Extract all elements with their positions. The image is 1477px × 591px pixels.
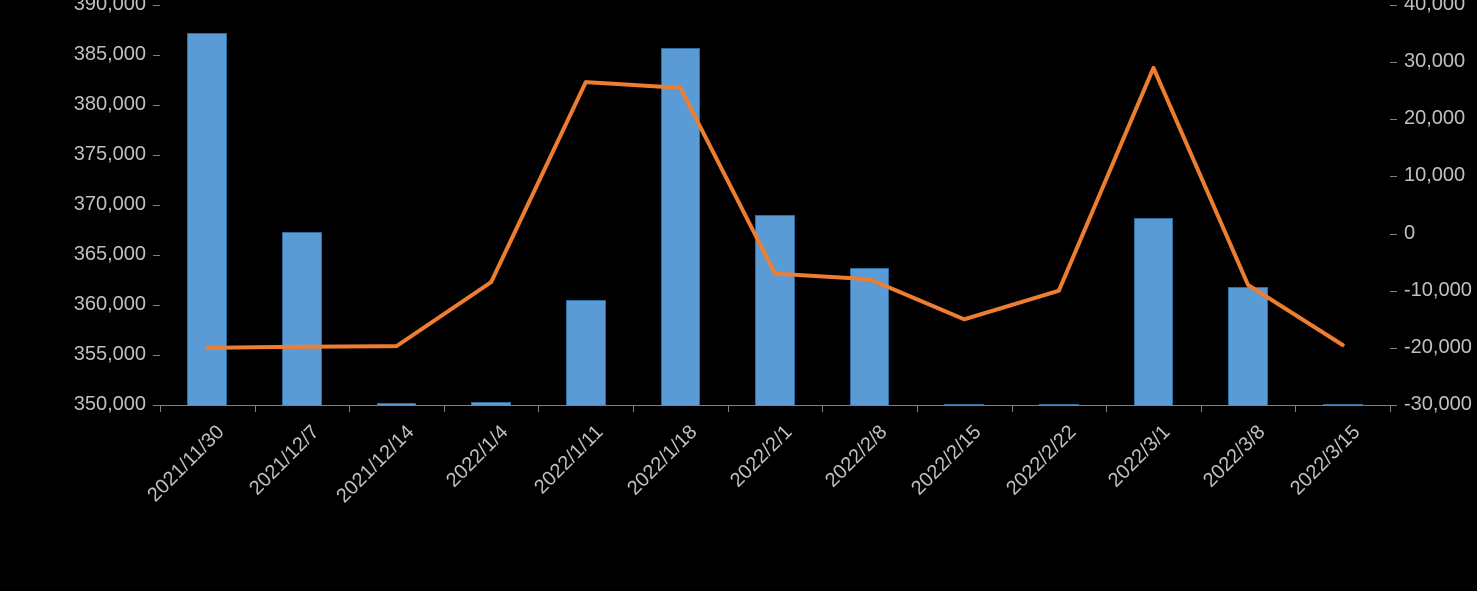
x-tick-mark xyxy=(1201,405,1202,412)
y-left-tick-mark xyxy=(153,355,160,356)
line-layer xyxy=(160,5,1390,405)
y-left-tick-mark xyxy=(153,305,160,306)
y-left-tick-mark xyxy=(153,5,160,6)
x-axis-line xyxy=(160,405,1390,406)
y-left-tick-label: 375,000 xyxy=(74,143,146,166)
y-right-tick-label: 10,000 xyxy=(1404,164,1465,187)
y-left-tick-label: 365,000 xyxy=(74,243,146,266)
x-tick-label: 2022/2/1 xyxy=(726,421,797,492)
x-tick-mark xyxy=(255,405,256,412)
y-left-tick-label: 380,000 xyxy=(74,93,146,116)
y-right-tick-mark xyxy=(1390,348,1397,349)
y-left-tick-mark xyxy=(153,155,160,156)
y-left-tick-mark xyxy=(153,205,160,206)
x-tick-mark xyxy=(444,405,445,412)
y-left-tick-label: 360,000 xyxy=(74,293,146,316)
x-tick-mark xyxy=(1390,405,1391,412)
x-tick-label: 2022/2/15 xyxy=(907,421,986,500)
y-left-tick-mark xyxy=(153,105,160,106)
x-tick-label: 2022/1/11 xyxy=(530,421,608,499)
line-series xyxy=(207,68,1342,348)
x-tick-mark xyxy=(349,405,350,412)
x-tick-label: 2021/12/14 xyxy=(332,421,419,508)
y-right-tick-label: 0 xyxy=(1404,222,1415,245)
x-tick-mark xyxy=(160,405,161,412)
x-tick-label: 2022/3/15 xyxy=(1286,421,1365,500)
combo-chart: 350,000 355,000 360,000 365,000 370,000 375,0… xyxy=(0,0,1477,591)
y-left-tick-mark xyxy=(153,55,160,56)
x-tick-label: 2022/2/8 xyxy=(821,421,892,492)
y-right-tick-label: 40,000 xyxy=(1404,0,1465,16)
y-left-tick-label: 350,000 xyxy=(74,393,146,416)
x-tick-mark xyxy=(538,405,539,412)
x-tick-mark xyxy=(917,405,918,412)
y-right-tick-mark xyxy=(1390,62,1397,63)
x-tick-mark xyxy=(633,405,634,412)
y-right-tick-label: -10,000 xyxy=(1404,279,1472,302)
y-right-tick-mark xyxy=(1390,405,1397,406)
x-tick-label: 2022/1/18 xyxy=(623,421,702,500)
y-right-tick-mark xyxy=(1390,291,1397,292)
x-tick-mark xyxy=(728,405,729,412)
y-right-tick-mark xyxy=(1390,234,1397,235)
x-tick-mark xyxy=(822,405,823,412)
x-tick-mark xyxy=(1295,405,1296,412)
x-tick-mark xyxy=(1106,405,1107,412)
y-right-tick-label: -20,000 xyxy=(1404,336,1472,359)
y-left-tick-label: 355,000 xyxy=(74,343,146,366)
y-right-tick-mark xyxy=(1390,119,1397,120)
y-left-tick-label: 390,000 xyxy=(74,0,146,16)
y-right-tick-label: 20,000 xyxy=(1404,107,1465,130)
x-tick-label: 2021/12/7 xyxy=(245,421,324,500)
y-right-tick-label: -30,000 xyxy=(1404,393,1472,416)
x-tick-label: 2022/1/4 xyxy=(442,421,513,492)
x-tick-label: 2022/2/22 xyxy=(1002,421,1081,500)
y-left-tick-label: 385,000 xyxy=(74,43,146,66)
y-right-tick-mark xyxy=(1390,176,1397,177)
x-tick-mark xyxy=(1012,405,1013,412)
y-left-tick-mark xyxy=(153,405,160,406)
y-left-tick-label: 370,000 xyxy=(74,193,146,216)
x-tick-label: 2021/11/30 xyxy=(144,421,230,507)
x-tick-label: 2022/3/8 xyxy=(1199,421,1270,492)
y-right-tick-label: 30,000 xyxy=(1404,50,1465,73)
y-left-tick-mark xyxy=(153,255,160,256)
x-tick-label: 2022/3/1 xyxy=(1104,421,1175,492)
plot-area xyxy=(160,5,1390,405)
y-right-tick-mark xyxy=(1390,5,1397,6)
